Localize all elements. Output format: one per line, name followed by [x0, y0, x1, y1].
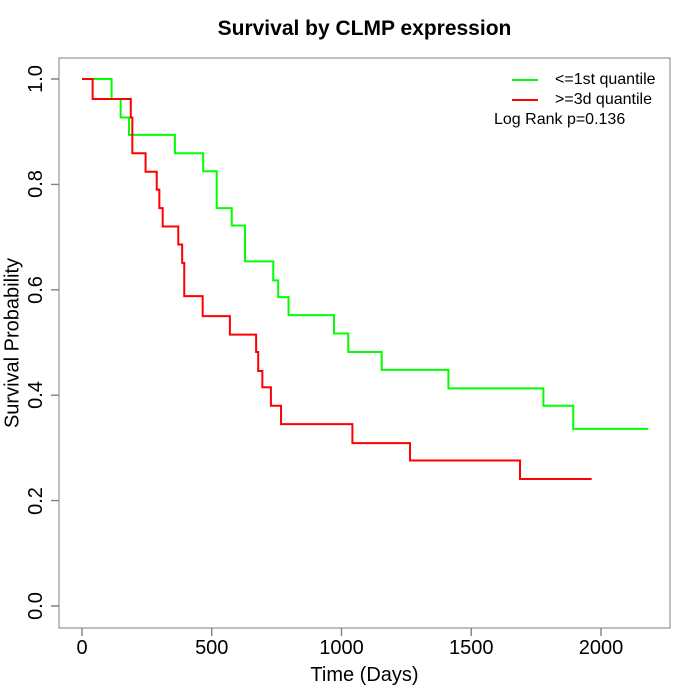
- y-tick-label: 0.2: [25, 486, 47, 515]
- plot-box: [58, 57, 671, 629]
- legend-line-green: [512, 79, 538, 81]
- legend-label-green: <=1st quantile: [555, 71, 656, 88]
- y-tick-label: 0.0: [25, 592, 47, 620]
- y-tick-label: 0.4: [25, 381, 47, 410]
- survival-curve-red: [82, 78, 592, 480]
- y-tick-label: 1.0: [25, 65, 47, 93]
- axis-ticks: [51, 78, 602, 636]
- y-axis-title-text: Survival Probability: [1, 257, 24, 429]
- x-tick-label: 1500: [449, 637, 494, 659]
- legend-line-red: [512, 99, 538, 101]
- x-tick-label: 0: [76, 637, 88, 659]
- y-tick-label: 0.6: [25, 275, 47, 304]
- survival-curve-green: [82, 78, 649, 430]
- x-tick-label: 1000: [319, 637, 364, 659]
- y-tick-label: 0.8: [25, 170, 47, 199]
- chart-title: Survival by CLMP expression: [217, 17, 512, 40]
- x-axis-title: Time (Days): [310, 664, 419, 686]
- x-tick-label: 500: [195, 637, 229, 659]
- log-rank-pvalue: Log Rank p=0.136: [494, 111, 626, 128]
- x-tick-label: 2000: [578, 637, 624, 659]
- legend-label-red: >=3d quantile: [555, 91, 652, 108]
